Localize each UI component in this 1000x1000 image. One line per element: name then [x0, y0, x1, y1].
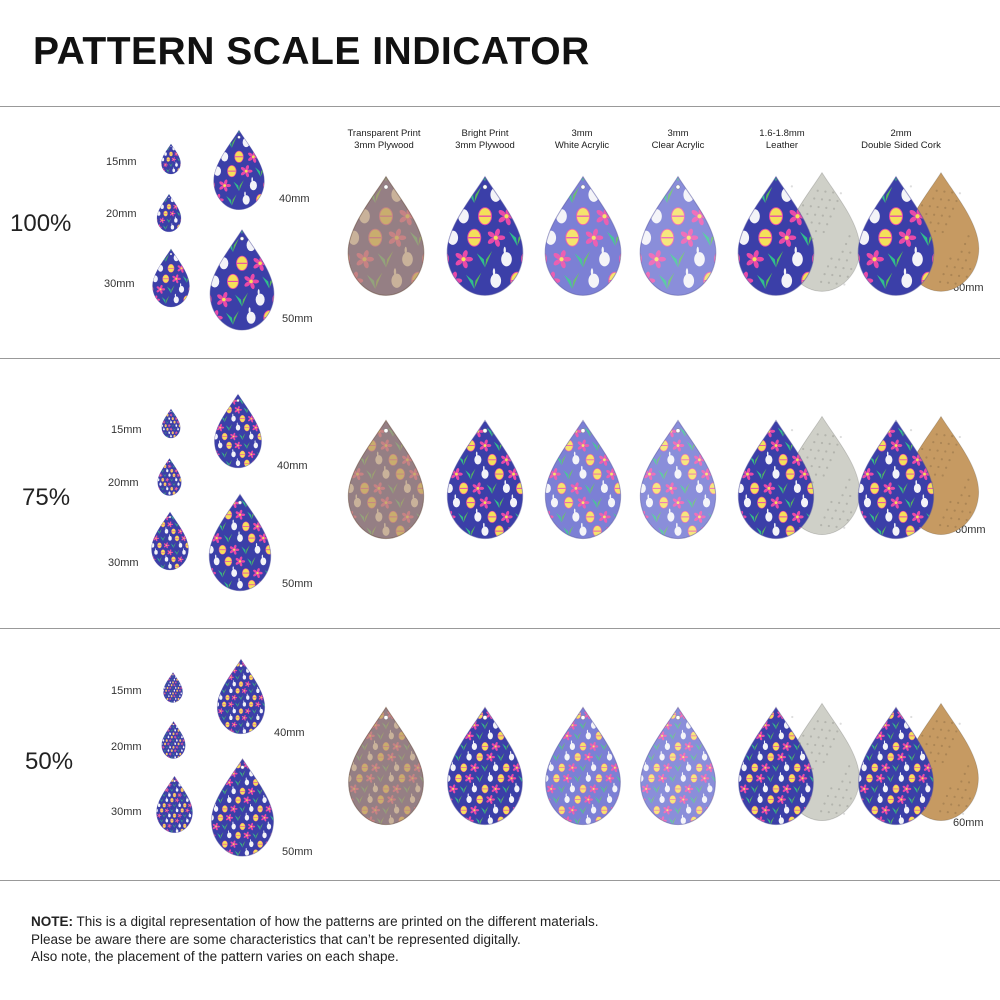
material-header: 2mm Double Sided Cork — [861, 128, 941, 151]
material-sample-clear — [640, 706, 716, 826]
note-line: Please be aware there are some character… — [31, 931, 521, 947]
note-line: Also note, the placement of the pattern … — [31, 949, 399, 964]
note-line: This is a digital representation of how … — [73, 914, 599, 929]
size-label: 30mm — [108, 557, 139, 569]
material-header: 1.6-1.8mm Leather — [759, 128, 805, 151]
sample-40mm — [213, 129, 265, 211]
material-sample-cork — [858, 706, 934, 826]
size-label: 20mm — [111, 741, 142, 753]
scale-label: 75% — [22, 484, 71, 511]
material-sample-white — [544, 175, 622, 296]
material-sample-bright — [447, 706, 523, 826]
sample-15mm — [161, 143, 181, 175]
divider — [0, 358, 1000, 359]
page-title: PATTERN SCALE INDICATOR — [33, 30, 590, 73]
sample-40mm — [214, 393, 262, 469]
size-label: 60mm — [955, 524, 986, 536]
size-label: 40mm — [274, 727, 305, 739]
material-sample-cork — [857, 419, 935, 540]
size-label: 50mm — [282, 578, 313, 590]
sample-30mm — [151, 511, 189, 571]
material-sample-leather — [738, 706, 814, 826]
material-sample-transparent — [348, 706, 424, 826]
size-label: 20mm — [106, 208, 137, 220]
size-label: 20mm — [108, 477, 139, 489]
material-sample-bright — [446, 419, 524, 540]
sample-15mm — [163, 672, 183, 703]
material-sample-transparent — [347, 419, 425, 540]
material-header: 3mm White Acrylic — [554, 128, 610, 151]
sample-50mm — [208, 493, 272, 592]
size-label: 60mm — [953, 817, 984, 829]
material-sample-white — [545, 706, 621, 826]
scale-label: 100% — [10, 210, 72, 237]
size-label: 50mm — [282, 846, 313, 858]
size-label: 15mm — [111, 685, 142, 697]
size-label: 40mm — [277, 460, 308, 472]
divider — [0, 628, 1000, 629]
material-sample-clear — [639, 175, 717, 296]
size-label: 30mm — [111, 806, 142, 818]
sample-50mm — [209, 229, 275, 331]
size-label: 60mm — [953, 282, 984, 294]
material-sample-leather — [737, 419, 815, 540]
sample-15mm — [161, 408, 181, 439]
material-header: 3mm Clear Acrylic — [651, 128, 705, 151]
sample-20mm — [157, 458, 182, 496]
sample-50mm — [211, 758, 274, 857]
scale-label: 50% — [25, 748, 74, 775]
size-label: 30mm — [104, 278, 135, 290]
sample-20mm — [161, 721, 186, 759]
material-header: Transparent Print 3mm Plywood — [347, 128, 421, 151]
note-block: NOTE: This is a digital representation o… — [31, 913, 599, 966]
sample-40mm — [216, 658, 266, 735]
material-sample-white — [544, 419, 622, 540]
size-label: 15mm — [106, 156, 137, 168]
size-label: 50mm — [282, 313, 313, 325]
sample-30mm — [152, 248, 190, 308]
divider — [0, 106, 1000, 107]
divider — [0, 880, 1000, 881]
sample-30mm — [156, 775, 193, 834]
material-header: Bright Print 3mm Plywood — [455, 128, 515, 151]
size-label: 15mm — [111, 424, 142, 436]
material-sample-cork — [857, 175, 935, 296]
material-sample-clear — [639, 419, 717, 540]
material-sample-transparent — [347, 175, 425, 296]
sample-20mm — [156, 193, 182, 233]
material-sample-bright — [446, 175, 524, 296]
size-label: 40mm — [279, 193, 310, 205]
material-sample-leather — [737, 175, 815, 296]
note-label: NOTE: — [31, 914, 73, 929]
